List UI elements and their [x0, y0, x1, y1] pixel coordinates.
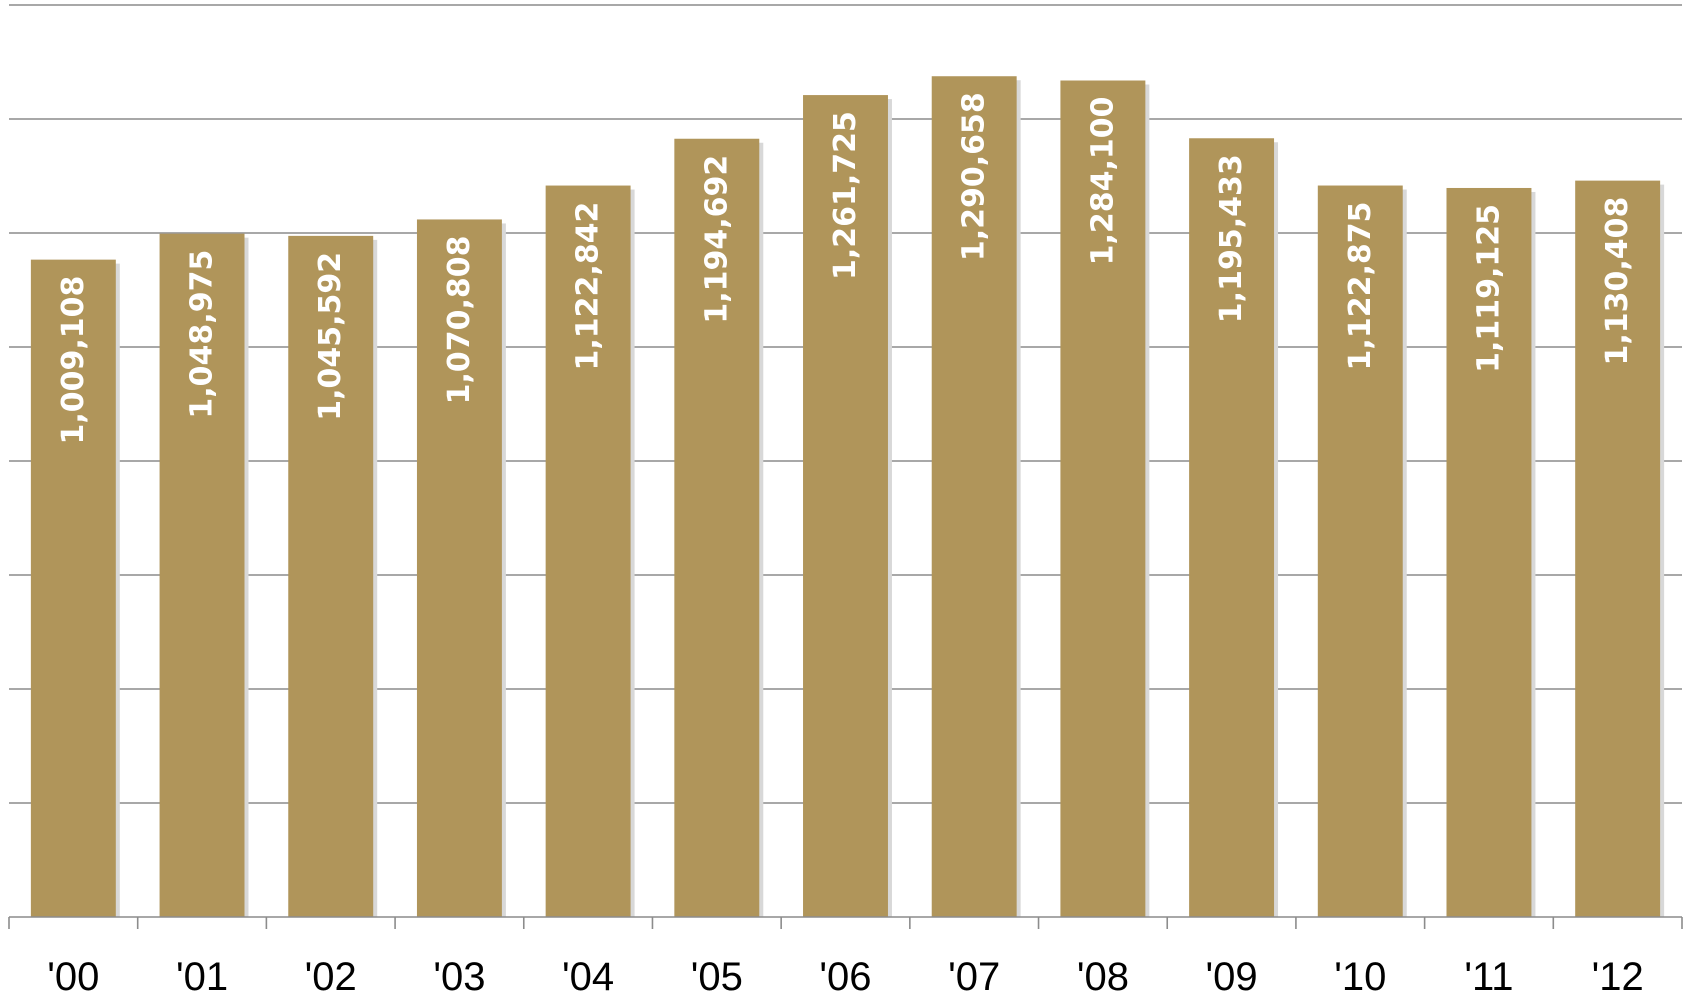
bar [159, 233, 245, 917]
x-tick-label: '11 [1464, 955, 1513, 999]
bar-value-label: 1,122,875 [1343, 202, 1378, 371]
bar [1575, 180, 1661, 917]
bar [30, 259, 116, 918]
x-tick-label: '09 [1206, 955, 1258, 999]
bar [1317, 185, 1403, 917]
x-tick-label: '10 [1334, 955, 1386, 999]
bar-value-label: 1,009,108 [56, 276, 91, 445]
x-axis: '00 '01 '02 '03 '04 '05 '06 '07 '08 '09 '10 '11 '12 [8, 916, 1683, 999]
bar [803, 95, 888, 917]
x-tick-label: '07 [948, 955, 1000, 999]
x-tick-label: '08 [1077, 955, 1129, 999]
x-tick-label: '00 [47, 955, 99, 999]
bar [1189, 138, 1275, 917]
bar [931, 76, 1017, 917]
bar-value-label: 1,194,692 [699, 155, 734, 324]
bar-value-label: 1,290,658 [957, 92, 992, 261]
bar [1446, 187, 1532, 918]
bar [674, 138, 760, 917]
x-tick-label: '01 [176, 955, 228, 999]
bar [288, 235, 374, 918]
bar-value-label: 1,261,725 [828, 111, 863, 280]
x-tick-label: '04 [562, 955, 614, 999]
bar-value-label: 1,045,592 [313, 252, 348, 421]
x-tick-label: '02 [305, 955, 357, 999]
x-tick-label: '06 [819, 955, 871, 999]
bar-value-label: 1,195,433 [1214, 154, 1249, 323]
bar-value-label: 1,284,100 [1085, 97, 1120, 266]
bar [416, 219, 502, 917]
bar-value-label: 1,048,975 [185, 250, 220, 419]
bar-value-label: 1,122,842 [571, 202, 606, 371]
bars: 1,009,108 1,048,975 1,045,592 1,070,808 1,12… [30, 76, 1665, 918]
x-tick-label: '12 [1592, 955, 1644, 999]
bar [545, 185, 631, 917]
x-tick-label: '05 [691, 955, 743, 999]
bar [1060, 80, 1146, 918]
x-tick-label: '03 [433, 955, 485, 999]
bar-value-label: 1,119,125 [1471, 204, 1506, 373]
bar-value-label: 1,070,808 [442, 235, 477, 404]
bar-value-label: 1,130,408 [1600, 197, 1635, 366]
